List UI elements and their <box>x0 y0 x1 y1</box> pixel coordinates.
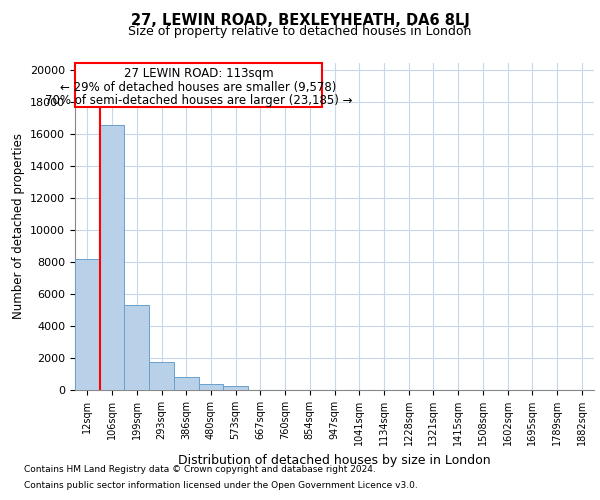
Text: Size of property relative to detached houses in London: Size of property relative to detached ho… <box>128 25 472 38</box>
Text: 27, LEWIN ROAD, BEXLEYHEATH, DA6 8LJ: 27, LEWIN ROAD, BEXLEYHEATH, DA6 8LJ <box>131 12 469 28</box>
Text: 70% of semi-detached houses are larger (23,185) →: 70% of semi-detached houses are larger (… <box>45 94 352 107</box>
Bar <box>124 306 149 390</box>
Text: 27 LEWIN ROAD: 113sqm: 27 LEWIN ROAD: 113sqm <box>124 67 274 80</box>
Text: Contains HM Land Registry data © Crown copyright and database right 2024.: Contains HM Land Registry data © Crown c… <box>24 466 376 474</box>
Bar <box>149 362 174 390</box>
Text: Contains public sector information licensed under the Open Government Licence v3: Contains public sector information licen… <box>24 480 418 490</box>
Bar <box>100 125 124 390</box>
X-axis label: Distribution of detached houses by size in London: Distribution of detached houses by size … <box>178 454 491 466</box>
Text: ← 29% of detached houses are smaller (9,578): ← 29% of detached houses are smaller (9,… <box>61 80 337 94</box>
Bar <box>75 259 100 390</box>
Bar <box>199 384 223 390</box>
FancyBboxPatch shape <box>75 62 322 107</box>
Bar <box>174 377 199 390</box>
Bar <box>223 386 248 390</box>
Y-axis label: Number of detached properties: Number of detached properties <box>11 133 25 320</box>
